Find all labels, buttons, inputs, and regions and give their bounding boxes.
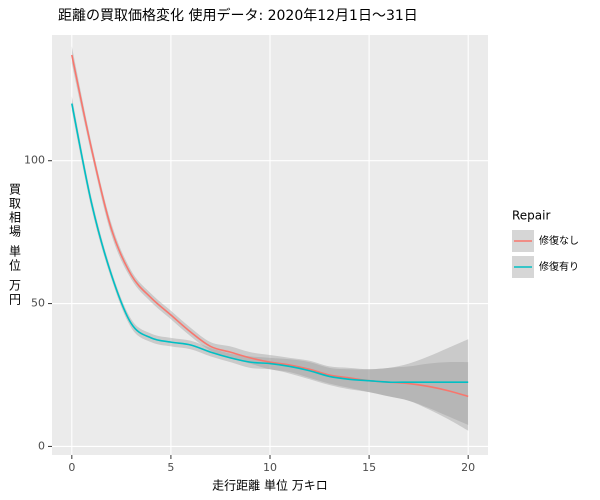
- legend-title: Repair: [512, 209, 550, 223]
- legend-label: 修復なし: [539, 234, 579, 247]
- x-tick-label: 0: [68, 461, 75, 474]
- confidence-band: [71, 46, 469, 431]
- x-tick-label: 5: [167, 461, 174, 474]
- y-tick-label: 50: [31, 297, 45, 310]
- y-axis-title: 買取相場 単位 万円: [8, 183, 22, 307]
- x-tick-label: 10: [263, 461, 277, 474]
- y-tick-label: 100: [24, 154, 45, 167]
- x-axis-title: 走行距離 単位 万キロ: [212, 478, 328, 493]
- x-tick-label: 20: [461, 461, 475, 474]
- legend-label: 修復有り: [539, 260, 579, 273]
- x-tick-label: 15: [362, 461, 376, 474]
- chart-title: 距離の買取価格変化 使用データ: 2020年12月1日～31日: [58, 7, 418, 24]
- smooth-line: [71, 103, 469, 384]
- y-tick-label: 0: [38, 439, 45, 452]
